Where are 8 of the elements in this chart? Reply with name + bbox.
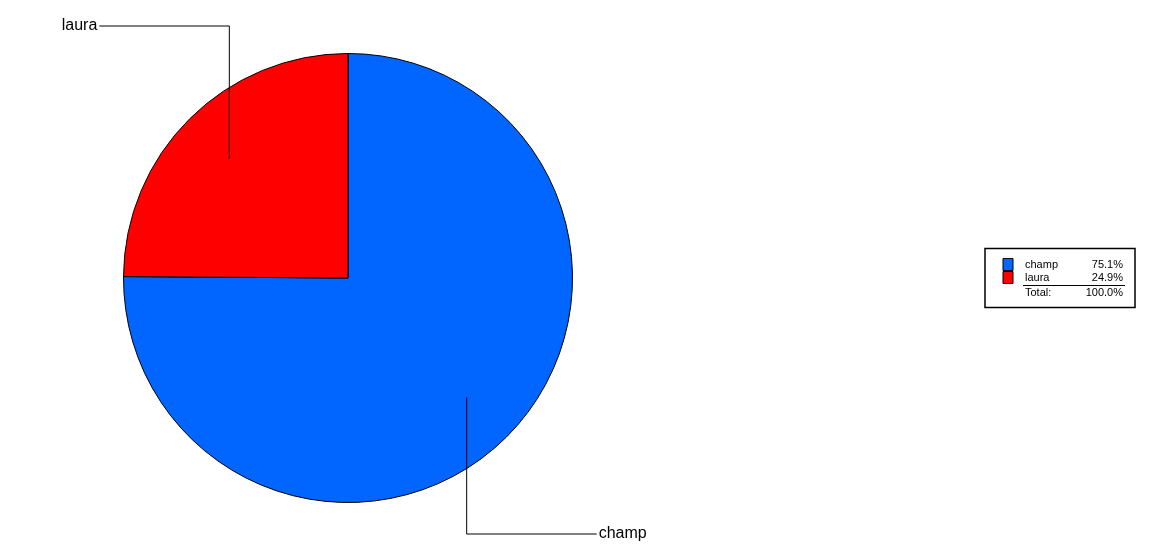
data-label: 24.9% [1091,271,1124,284]
legend-label: champ [1025,258,1059,271]
slice-label: champ [598,524,647,542]
text: 100.0% [1085,286,1124,299]
text: Total: [1025,286,1052,299]
legend-label: laura [1025,271,1051,284]
data-label: 75.1% [1091,258,1124,271]
slice-label: laura [61,16,98,34]
